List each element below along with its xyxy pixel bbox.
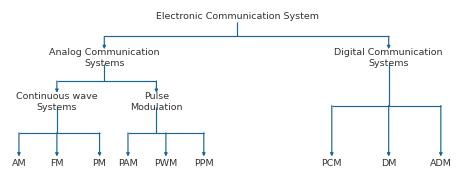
Text: Analog Communication
Systems: Analog Communication Systems: [49, 48, 160, 68]
Text: PCM: PCM: [321, 159, 342, 168]
Text: Continuous wave
Systems: Continuous wave Systems: [16, 92, 98, 112]
Text: ADM: ADM: [430, 159, 452, 168]
Text: FM: FM: [50, 159, 64, 168]
Text: PWM: PWM: [154, 159, 178, 168]
Text: Digital Communication
Systems: Digital Communication Systems: [335, 48, 443, 68]
Text: PPM: PPM: [194, 159, 214, 168]
Text: Electronic Communication System: Electronic Communication System: [155, 12, 319, 21]
Text: PAM: PAM: [118, 159, 138, 168]
Text: Pulse
Modulation: Pulse Modulation: [130, 92, 182, 112]
Text: DM: DM: [381, 159, 396, 168]
Text: PM: PM: [92, 159, 107, 168]
Text: AM: AM: [12, 159, 26, 168]
